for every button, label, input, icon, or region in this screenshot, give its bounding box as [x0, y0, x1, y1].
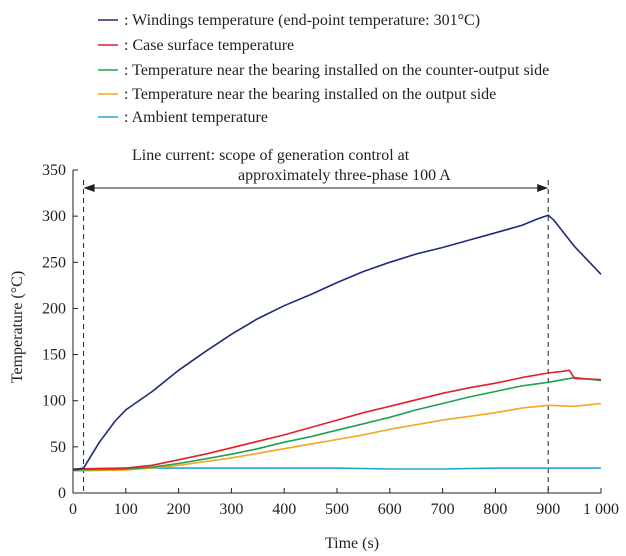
series-group	[72, 214, 602, 472]
legend-entry: : Temperature near the bearing installed…	[98, 62, 549, 79]
x-tick-label: 800	[483, 501, 507, 518]
annotation-line-2: approximately three-phase 100 A	[238, 167, 451, 184]
y-tick-label: 350	[42, 162, 66, 179]
x-tick-label: 900	[536, 501, 560, 518]
y-tick-label: 200	[42, 300, 66, 317]
y-tick-label: 100	[42, 393, 66, 410]
x-tick-label: 100	[114, 501, 138, 518]
y-tick-label: 250	[42, 254, 66, 271]
y-axis-title: Temperature (°C)	[9, 271, 26, 383]
legend-label-windings: : Windings temperature (end-point temper…	[124, 12, 480, 29]
y-tick-label: 0	[58, 485, 66, 502]
legend-entry: : Temperature near the bearing installed…	[98, 86, 496, 103]
legend-label-counter-output: : Temperature near the bearing installed…	[124, 62, 549, 79]
series-case-line	[72, 369, 602, 470]
x-tick-label: 500	[325, 501, 349, 518]
y-tick-label: 50	[50, 439, 66, 456]
annotation-arrowhead-right	[537, 184, 549, 192]
series-counter-output-line	[72, 376, 602, 471]
series-windings-line	[72, 214, 602, 471]
y-tick-label: 300	[42, 208, 66, 225]
x-tick-label: 300	[219, 501, 243, 518]
legend-label-case: : Case surface temperature	[124, 37, 294, 54]
x-tick-label: 600	[378, 501, 402, 518]
x-tick-label: 700	[431, 501, 455, 518]
legend-label-ambient: : Ambient temperature	[124, 109, 268, 126]
legend-entry: : Windings temperature (end-point temper…	[98, 12, 480, 29]
legend-label-output: : Temperature near the bearing installed…	[124, 86, 496, 103]
y-axis-ticks: 0 50 100 150 200 250 300 350	[42, 162, 78, 502]
axes	[72, 170, 601, 494]
series-ambient-line	[72, 467, 601, 470]
legend-entry: : Case surface temperature	[98, 37, 294, 54]
y-tick-label: 150	[42, 347, 66, 364]
x-axis-title: Time (s)	[325, 535, 379, 552]
x-axis-ticks: 0 100 200 300 400 500 600 700 800 900 1 000	[69, 488, 619, 518]
x-tick-label: 1 000	[583, 501, 619, 518]
annotation-line-1: Line current: scope of generation contro…	[132, 147, 410, 164]
legend-entry: : Ambient temperature	[98, 109, 268, 126]
legend: : Windings temperature (end-point temper…	[98, 12, 549, 126]
annotation: Line current: scope of generation contro…	[83, 147, 549, 493]
x-tick-label: 0	[69, 501, 77, 518]
x-tick-label: 400	[272, 501, 296, 518]
annotation-arrowhead-left	[83, 184, 95, 192]
series-output-line	[72, 402, 602, 472]
x-tick-label: 200	[167, 501, 191, 518]
